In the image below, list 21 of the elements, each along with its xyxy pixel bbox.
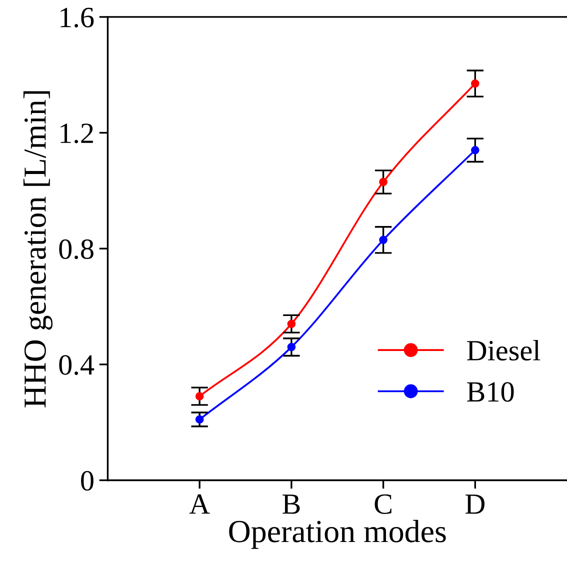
point [287,342,296,352]
y-tick-label: 0.8 [59,239,94,260]
y-tick-label: 1.6 [60,8,94,28]
legend-label: Diesel [467,340,540,361]
x-tick-label: B [282,494,300,514]
point [470,79,480,88]
y-tick-label: 0.4 [59,355,94,375]
y-axis-title: HHO generation [L/min] [23,91,53,408]
y-tick-label: 1.2 [60,124,93,144]
x-axis-title: Operation modes [229,520,446,549]
point [195,392,204,400]
x-tick-label: A [189,494,210,514]
point [470,146,480,154]
x-tick-label: D [465,494,485,514]
point [379,178,388,186]
x-tick-label: C [374,494,392,514]
point [379,236,388,244]
y-tick-label: 0 [81,470,94,491]
legend-label: B10 [467,382,514,402]
point [287,320,296,328]
point [195,415,204,424]
